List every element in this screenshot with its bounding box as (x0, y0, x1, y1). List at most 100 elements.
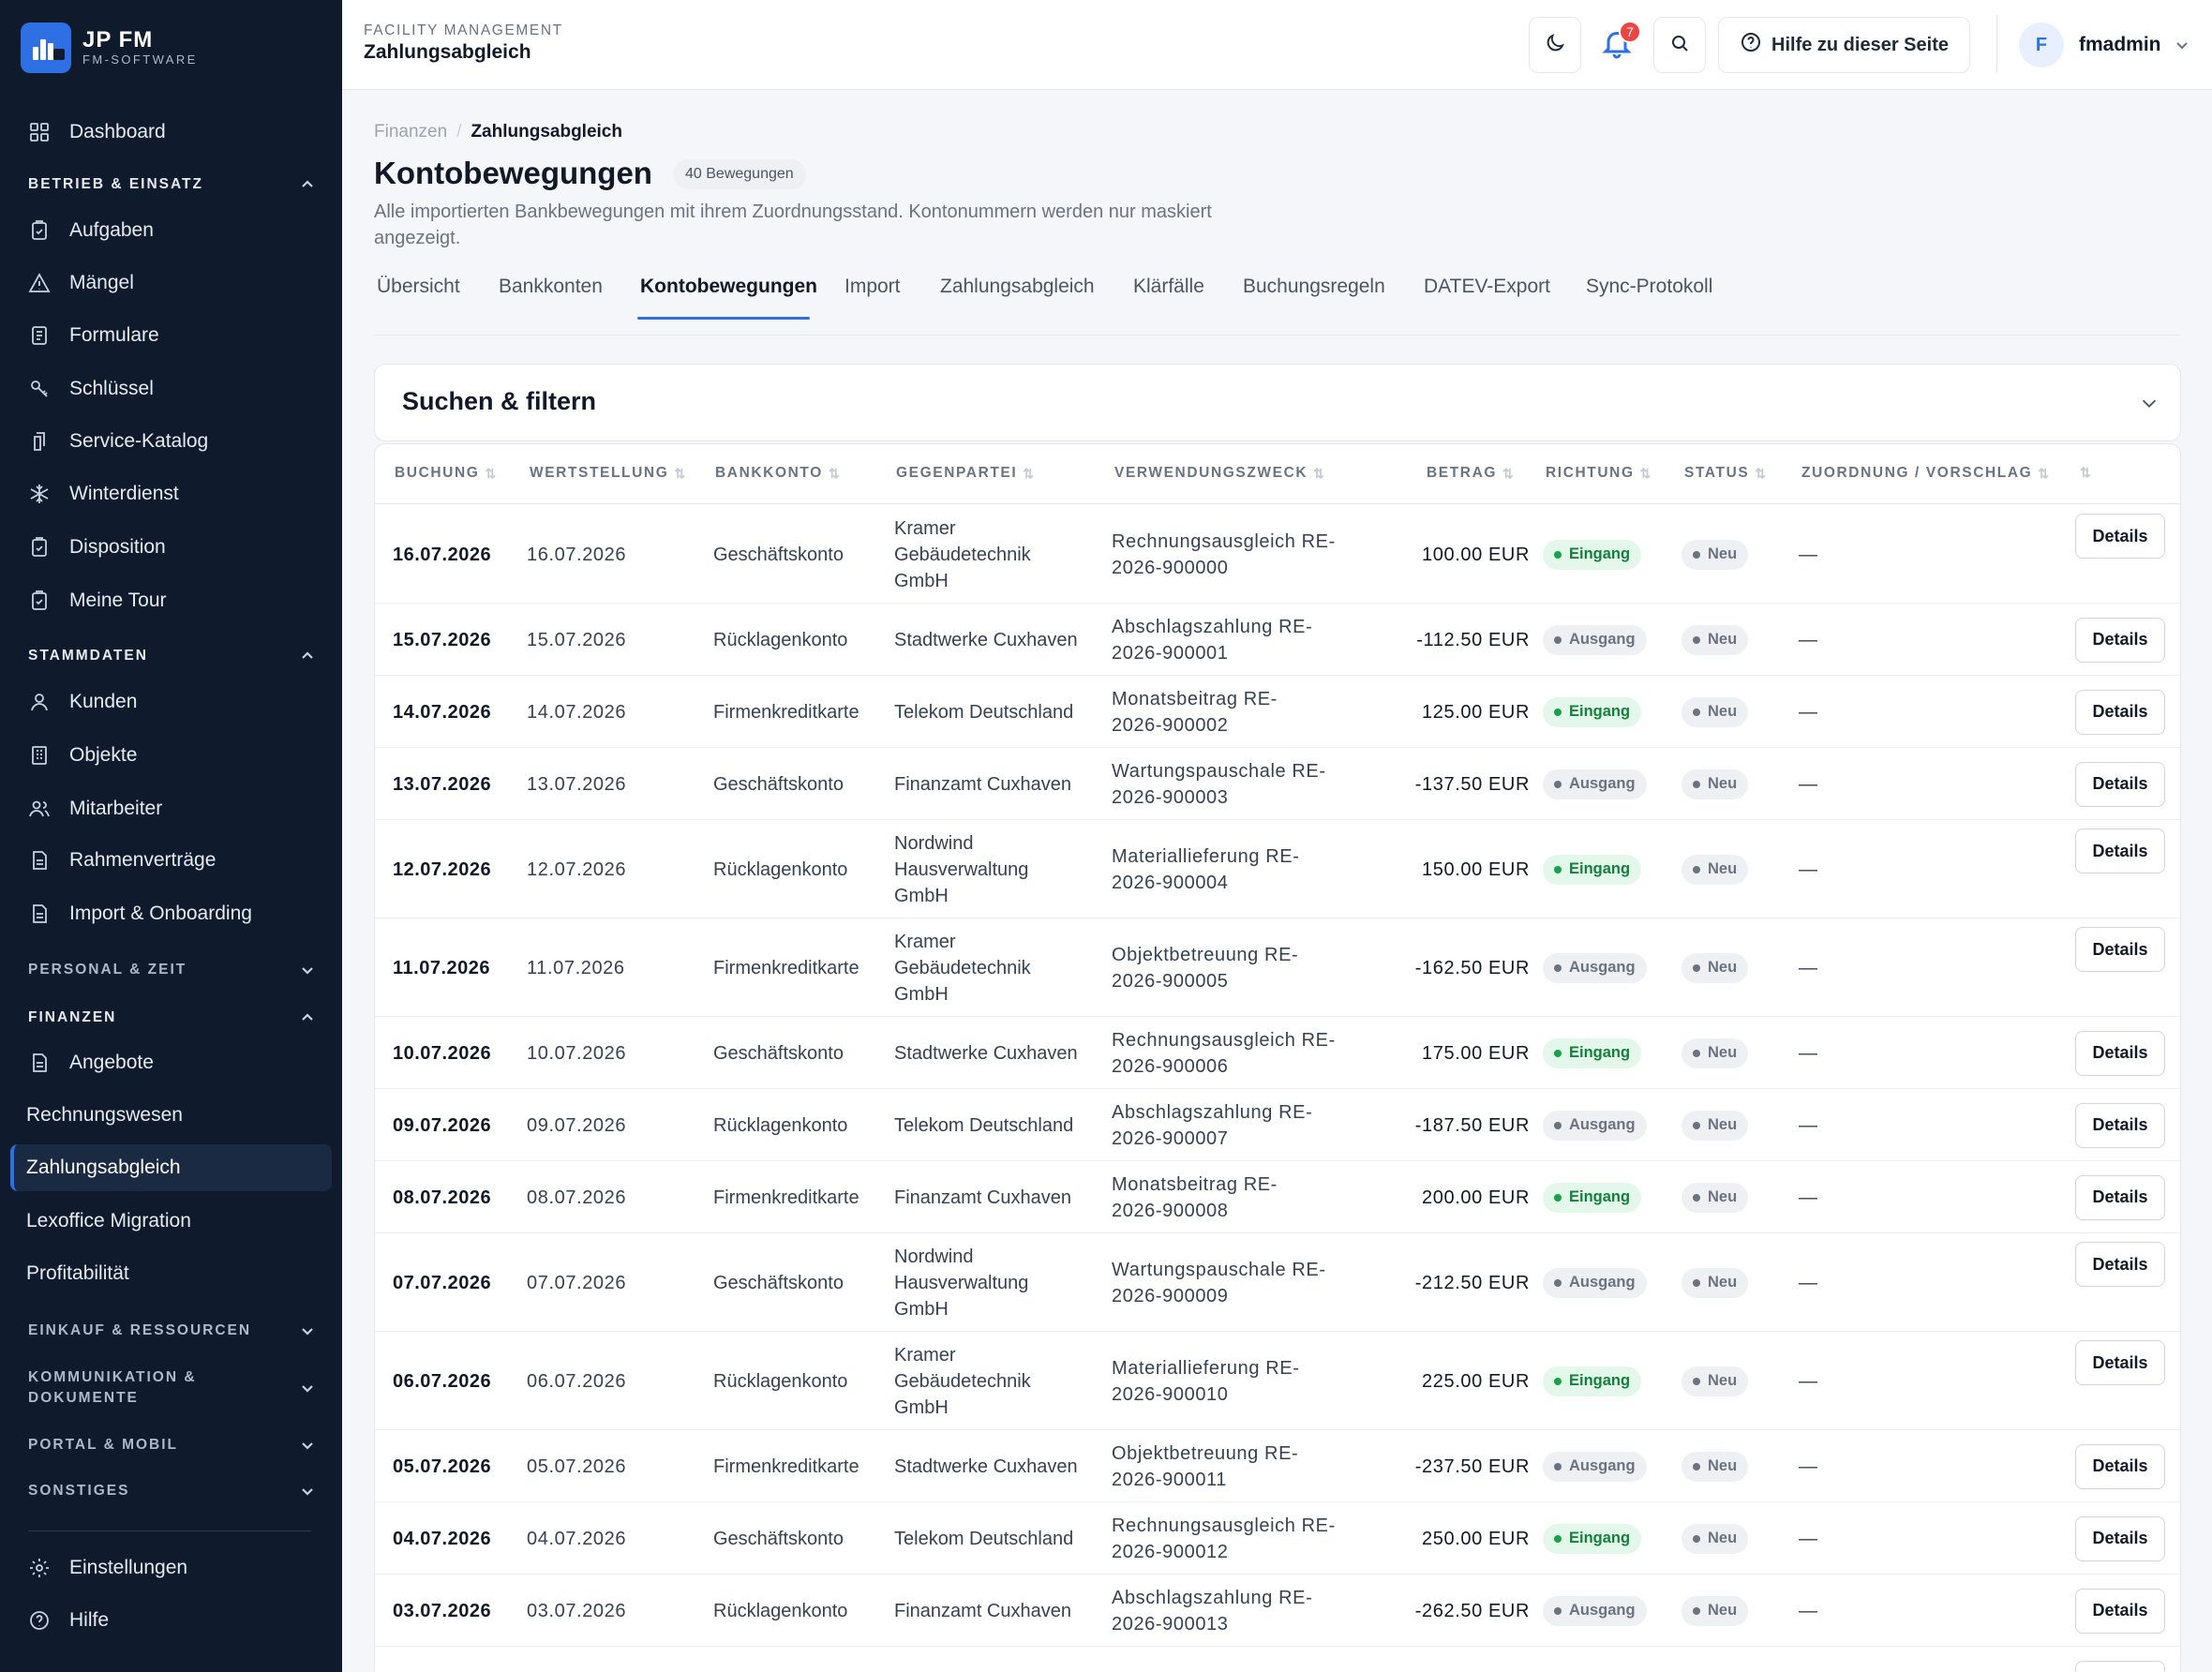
table-row[interactable]: 07.07.2026 07.07.2026 Geschäftskonto Nordwi… (375, 1233, 2180, 1332)
table-row[interactable]: 12.07.2026 12.07.2026 Rücklagenkonto Nordwi… (375, 820, 2180, 918)
filter-panel[interactable]: Suchen & filtern (374, 364, 2181, 441)
sidebar-item-kunden[interactable]: Kunden (10, 679, 332, 725)
theme-toggle-button[interactable] (1529, 17, 1581, 73)
details-button[interactable]: Details (2075, 1174, 2165, 1220)
table-row[interactable]: 09.07.2026 09.07.2026 Rücklagenkonto Teleko… (375, 1089, 2180, 1161)
sidebar-item-rechnungswesen[interactable]: Rechnungswesen (10, 1092, 332, 1139)
sidebar-item-profitabilitaet[interactable]: Profitabilität (10, 1250, 332, 1297)
section-portal[interactable]: PORTAL & MOBIL (28, 1437, 315, 1454)
column-header-zuordnung[interactable]: ZUORDNUNG / VORSCHLAG ⇅ (1801, 465, 2051, 482)
cell-gegenpartei: Stadtwerke Cuxhaven (894, 1040, 1078, 1067)
sidebar-item-zahlungsabgleich[interactable]: Zahlungsabgleich (10, 1144, 332, 1191)
sidebar-item-schluessel[interactable]: Schlüssel (10, 366, 332, 412)
details-button[interactable]: Details (2075, 1030, 2165, 1076)
sidebar-item-hilfe[interactable]: Hilfe (10, 1597, 332, 1644)
sidebar-item-einstellungen[interactable]: Einstellungen (10, 1545, 332, 1591)
cell-buchung: 13.07.2026 (393, 773, 492, 795)
user-menu[interactable]: F fmadmin (2019, 22, 2190, 67)
table-row[interactable]: 16.07.2026 16.07.2026 Geschäftskonto Kramer… (375, 505, 2180, 604)
sidebar-item-label: Import & Onboarding (69, 903, 252, 924)
section-personal[interactable]: PERSONAL & ZEIT (28, 962, 315, 978)
details-button[interactable]: Details (2075, 1660, 2165, 1672)
section-betrieb[interactable]: BETRIEB & EINSATZ (28, 176, 315, 193)
breadcrumb-parent[interactable]: Finanzen (374, 122, 448, 142)
table-row[interactable]: 15.07.2026 15.07.2026 Rücklagenkonto Stadtw… (375, 604, 2180, 676)
sidebar-item-disposition[interactable]: Disposition (10, 524, 332, 571)
search-button[interactable] (1653, 17, 1706, 73)
table-row[interactable]: 13.07.2026 13.07.2026 Geschäftskonto Finanz… (375, 748, 2180, 820)
status-dot-icon (1554, 1377, 1562, 1385)
section-kommunikation[interactable]: KOMMUNIKATION & DOKUMENTE (28, 1367, 315, 1409)
table-row[interactable]: 10.07.2026 10.07.2026 Geschäftskonto Stadtw… (375, 1017, 2180, 1089)
details-button[interactable]: Details (2075, 829, 2165, 873)
table-row[interactable]: 11.07.2026 11.07.2026 Firmenkreditkarte Kra… (375, 918, 2180, 1017)
chevron-down-icon[interactable] (2139, 393, 2160, 413)
table-row[interactable]: NordwindDetails (375, 1647, 2180, 1672)
column-header-status[interactable]: STATUS ⇅ (1684, 465, 1768, 482)
sidebar-item-angebote[interactable]: Angebote (10, 1039, 332, 1086)
table-row[interactable]: 04.07.2026 04.07.2026 Geschäftskonto Teleko… (375, 1502, 2180, 1575)
sidebar-item-service-katalog[interactable]: Service-Katalog (10, 418, 332, 465)
tag-icon (27, 429, 52, 454)
section-finanzen[interactable]: FINANZEN (28, 1009, 315, 1026)
cell-wertstellung: 09.07.2026 (527, 1114, 627, 1136)
sidebar-item-meine-tour[interactable]: Meine Tour (10, 577, 332, 624)
tab-zahlungsabgleich[interactable]: Zahlungsabgleich (940, 276, 1095, 297)
sidebar-item-winterdienst[interactable]: Winterdienst (10, 470, 332, 517)
column-header-richtung[interactable]: RICHTUNG ⇅ (1546, 465, 1652, 482)
tab-kontobewegungen[interactable]: Kontobewegungen (640, 276, 817, 297)
sidebar-item-import-onboarding[interactable]: Import & Onboarding (10, 890, 332, 937)
tab-uebersicht[interactable]: Übersicht (377, 276, 460, 297)
section-einkauf[interactable]: EINKAUF & RESSOURCEN (28, 1322, 315, 1339)
table-row[interactable]: 06.07.2026 06.07.2026 Rücklagenkonto Kramer… (375, 1332, 2180, 1430)
cell-gegenpartei: Kramer Gebäudetechnik GmbH (894, 1342, 1031, 1421)
direction-badge: Ausgang (1543, 769, 1647, 799)
sidebar-item-aufgaben[interactable]: Aufgaben (10, 207, 332, 254)
details-button[interactable]: Details (2075, 617, 2165, 663)
sidebar-item-objekte[interactable]: Objekte (10, 732, 332, 779)
details-button[interactable]: Details (2075, 927, 2165, 972)
table-row[interactable]: 08.07.2026 08.07.2026 Firmenkreditkarte Fin… (375, 1161, 2180, 1233)
brand[interactable]: JP FM FM-SOFTWARE (21, 22, 198, 73)
details-button[interactable]: Details (2075, 1340, 2165, 1385)
sidebar-item-lexoffice-migration[interactable]: Lexoffice Migration (10, 1198, 332, 1245)
section-sonstiges[interactable]: SONSTIGES (28, 1483, 315, 1500)
details-button[interactable]: Details (2075, 1515, 2165, 1561)
details-button[interactable]: Details (2075, 1588, 2165, 1634)
table-row[interactable]: 05.07.2026 05.07.2026 Firmenkreditkarte Sta… (375, 1430, 2180, 1502)
section-stammdaten[interactable]: STAMMDATEN (28, 648, 315, 664)
section-label: SONSTIGES (28, 1483, 130, 1499)
sidebar-item-dashboard[interactable]: Dashboard (10, 109, 332, 156)
details-button[interactable]: Details (2075, 1102, 2165, 1148)
tab-klaerfaelle[interactable]: Klärfälle (1133, 276, 1204, 297)
details-button[interactable]: Details (2075, 761, 2165, 807)
tab-buchungsregeln[interactable]: Buchungsregeln (1243, 276, 1385, 297)
sidebar-item-formulare[interactable]: Formulare (10, 312, 332, 359)
sidebar-item-rahmenvertraege[interactable]: Rahmenverträge (10, 837, 332, 884)
status-label: Neu (1708, 1044, 1738, 1061)
tab-sync-protokoll[interactable]: Sync-Protokoll (1586, 276, 1713, 297)
column-header-buchung[interactable]: BUCHUNG ⇅ (395, 465, 498, 482)
page-help-button[interactable]: Hilfe zu dieser Seite (1718, 17, 1970, 73)
cell-verwendungszweck-line: Wartungspauschale RE- (1112, 1259, 1326, 1280)
table-row[interactable]: 03.07.2026 03.07.2026 Rücklagenkonto Finanz… (375, 1575, 2180, 1647)
notifications-button[interactable]: 7 (1591, 17, 1643, 73)
details-button[interactable]: Details (2075, 689, 2165, 735)
column-header-betrag[interactable]: BETRAG ⇅ (1427, 465, 1515, 482)
sidebar-item-mitarbeiter[interactable]: Mitarbeiter (10, 785, 332, 832)
tab-datev-export[interactable]: DATEV-Export (1424, 276, 1550, 297)
details-button[interactable]: Details (2075, 1242, 2165, 1287)
tab-bankkonten[interactable]: Bankkonten (499, 276, 603, 297)
column-header-gegenpartei[interactable]: GEGENPARTEI ⇅ (896, 465, 1036, 482)
column-header-wertstellung[interactable]: WERTSTELLUNG ⇅ (530, 465, 687, 482)
sidebar-item-maengel[interactable]: Mängel (10, 260, 332, 306)
active-tab-indicator (637, 317, 810, 320)
details-button[interactable]: Details (2075, 514, 2165, 559)
column-header-verwendungszweck[interactable]: VERWENDUNGSZWECK ⇅ (1114, 465, 1326, 482)
search-icon (1668, 32, 1691, 59)
column-header-bankkonto[interactable]: BANKKONTO ⇅ (715, 465, 841, 482)
section-label: STAMMDATEN (28, 648, 148, 664)
details-button[interactable]: Details (2075, 1443, 2165, 1489)
tab-import[interactable]: Import (844, 276, 901, 297)
table-row[interactable]: 14.07.2026 14.07.2026 Firmenkreditkarte Tel… (375, 676, 2180, 748)
